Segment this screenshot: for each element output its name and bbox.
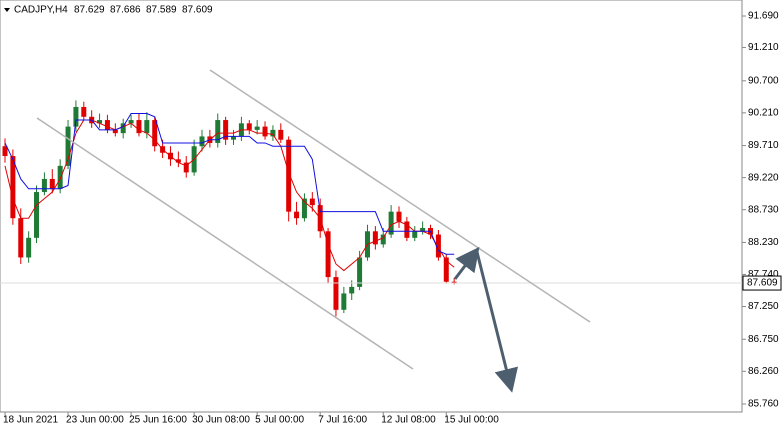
- candle-body: [380, 234, 386, 245]
- candle-body: [301, 198, 307, 219]
- candle-body: [372, 231, 378, 245]
- x-tick-label: 30 Jun 08:00: [192, 415, 250, 426]
- header-low: 87.589: [146, 5, 177, 16]
- candle-body: [435, 234, 441, 258]
- candle-body: [2, 146, 8, 157]
- y-tick-label: 85.760: [748, 399, 779, 410]
- candle-body: [404, 221, 410, 238]
- candle-body: [183, 162, 189, 173]
- price-tag: [742, 275, 782, 291]
- channel-lower: [36, 117, 414, 370]
- x-tick-label: 15 Jul 00:00: [444, 415, 499, 426]
- y-tick-label: 86.260: [748, 366, 779, 377]
- candle-body: [57, 165, 63, 189]
- candle-body: [215, 120, 221, 143]
- y-tick-label: 90.700: [748, 75, 779, 86]
- candle-body: [81, 106, 87, 117]
- candle-body: [120, 123, 126, 134]
- candle-body: [270, 129, 276, 137]
- candle-body: [420, 228, 426, 232]
- forecast-arrow-up: [453, 246, 480, 280]
- header-close: 87.609: [182, 5, 213, 16]
- indicator-line: [4, 119, 455, 272]
- channel-upper: [209, 69, 591, 323]
- candle-body: [49, 178, 55, 189]
- y-tick-label: 91.210: [748, 42, 779, 53]
- forecast-arrow-down: [475, 251, 519, 393]
- indicator-line: [4, 113, 455, 255]
- x-tick-label: 23 Jun 00:00: [66, 415, 124, 426]
- candle-body: [144, 120, 150, 134]
- candle-body: [136, 120, 142, 134]
- candle-body: [18, 218, 24, 258]
- y-tick-label: 90.210: [748, 108, 779, 119]
- y-tick-label: 89.220: [748, 172, 779, 183]
- candle-body: [325, 231, 331, 278]
- candle-body: [175, 159, 181, 163]
- x-tick-label: 25 Jun 16:00: [129, 415, 187, 426]
- candle-body: [104, 120, 110, 130]
- candle-body: [152, 120, 158, 147]
- candle-body: [10, 156, 16, 219]
- candle-body: [357, 257, 363, 287]
- y-tick-label: 89.710: [748, 140, 779, 151]
- candle-body: [26, 237, 32, 258]
- y-tick-label: 88.730: [748, 204, 779, 215]
- candle-body: [128, 120, 134, 124]
- candle-body: [254, 126, 260, 130]
- header-open: 87.629: [74, 5, 105, 16]
- candle-body: [246, 123, 252, 130]
- candle-body: [451, 281, 457, 284]
- header: CADJPY,H4 87.629 87.686 87.589 87.609: [4, 5, 213, 16]
- header-high: 87.686: [110, 5, 141, 16]
- candle-body: [65, 126, 71, 166]
- candle-body: [34, 192, 40, 238]
- x-tick-label: 12 Jul 08:00: [381, 415, 436, 426]
- candle-body: [41, 178, 47, 193]
- y-tick-label: 87.740: [748, 269, 779, 280]
- candle-body: [341, 293, 347, 310]
- price-tag-label: 87.609: [747, 278, 778, 289]
- candle-body: [388, 211, 394, 235]
- x-tick-label: 18 Jun 2021: [3, 415, 58, 426]
- y-tick-label: 87.250: [748, 301, 779, 312]
- candle-body: [309, 198, 315, 206]
- plot-frame: [0, 0, 743, 413]
- x-tick-label: 5 Jul 00:00: [255, 415, 304, 426]
- candle-body: [262, 126, 268, 137]
- candle-body: [333, 277, 339, 310]
- candle-body: [286, 139, 292, 212]
- candle-body: [73, 106, 79, 127]
- candle-body: [396, 211, 402, 222]
- x-tick-label: 7 Jul 16:00: [318, 415, 367, 426]
- candle-body: [97, 120, 103, 124]
- candle-body: [294, 211, 300, 219]
- candle-body: [278, 129, 284, 140]
- candle-body: [223, 120, 229, 140]
- marks: [0, 100, 742, 317]
- candle-body: [349, 286, 355, 294]
- candle-body: [112, 129, 118, 134]
- y-tick-label: 86.750: [748, 334, 779, 345]
- candle-body: [231, 136, 237, 140]
- y-tick-label: 88.230: [748, 237, 779, 248]
- y-tick-label: 91.690: [748, 11, 779, 22]
- symbol: CADJPY,H4: [14, 5, 68, 16]
- header-icon: [4, 8, 10, 12]
- candle-body: [443, 257, 449, 282]
- candle-body: [412, 231, 418, 238]
- candle-body: [199, 136, 205, 147]
